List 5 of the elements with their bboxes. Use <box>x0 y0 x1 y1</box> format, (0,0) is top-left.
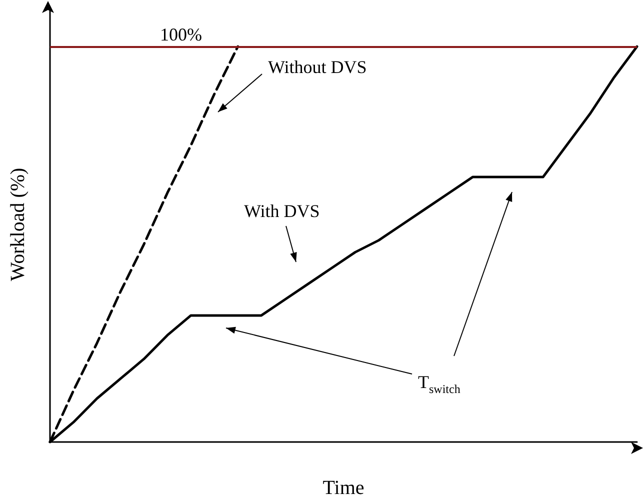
x-axis-title: Time <box>322 477 364 499</box>
annotation: Without DVS <box>268 57 367 77</box>
annotation: With DVS <box>244 201 320 221</box>
ref-line-label: 100% <box>160 24 202 45</box>
y-axis-title: Workload (%) <box>7 168 29 282</box>
